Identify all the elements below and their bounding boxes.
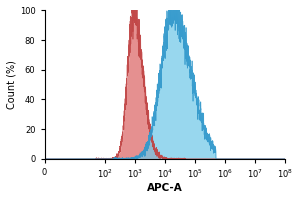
Y-axis label: Count (%): Count (%) (7, 60, 17, 109)
X-axis label: APC-A: APC-A (147, 183, 183, 193)
